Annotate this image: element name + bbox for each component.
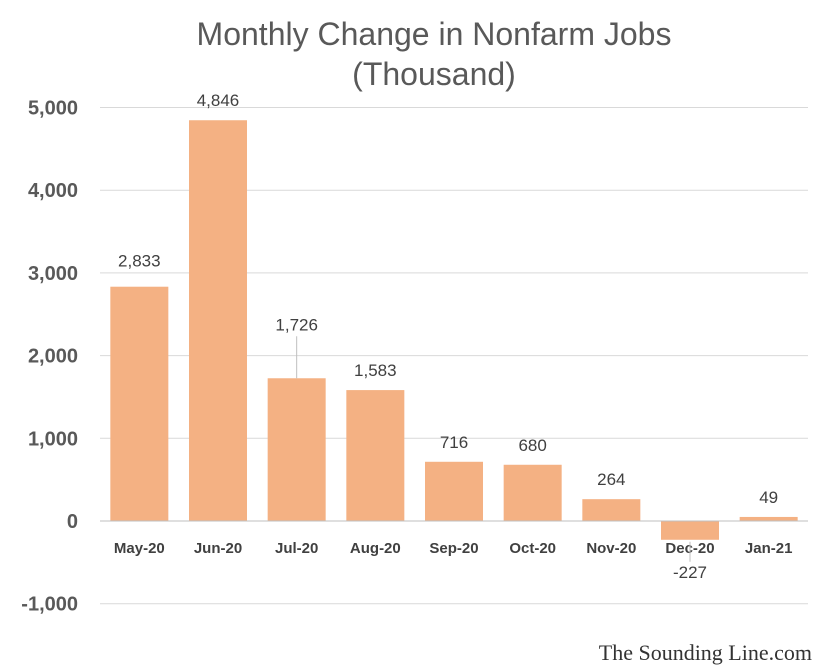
x-tick-label: Jul-20 — [275, 540, 318, 557]
data-label: 716 — [440, 433, 468, 452]
x-tick-label: Sep-20 — [429, 540, 478, 557]
bar — [425, 461, 483, 521]
x-tick-label: Aug-20 — [350, 540, 401, 557]
chart-title-main: Monthly Change in Nonfarm Jobs — [196, 16, 672, 52]
data-label: 2,833 — [118, 252, 161, 271]
y-tick-label: -1,000 — [21, 594, 78, 616]
bar — [110, 286, 169, 521]
chart-subtitle: (Thousand) — [352, 56, 516, 92]
x-tick-label: Jan-21 — [745, 540, 793, 557]
bar — [503, 464, 562, 521]
y-tick-label: 3,000 — [28, 263, 78, 285]
bar — [661, 521, 719, 540]
watermark: The Sounding Line.com — [598, 640, 812, 665]
data-label: 4,846 — [197, 91, 240, 110]
data-label: -227 — [673, 563, 707, 582]
x-tick-label: Oct-20 — [509, 540, 556, 557]
data-label: 680 — [518, 436, 546, 455]
x-tick-label: Nov-20 — [586, 540, 636, 557]
y-tick-label: 4,000 — [28, 180, 78, 202]
data-label: 264 — [597, 470, 625, 489]
x-tick-label: May-20 — [114, 540, 165, 557]
y-tick-label: 1,000 — [28, 428, 78, 450]
y-tick-label: 2,000 — [28, 346, 78, 368]
x-tick-label: Jun-20 — [194, 540, 242, 557]
bar — [582, 499, 641, 521]
data-label: 1,583 — [354, 361, 397, 380]
bar — [189, 120, 247, 521]
data-label: 49 — [759, 488, 778, 507]
y-tick-label: 0 — [67, 511, 78, 533]
bar — [267, 378, 326, 521]
data-label: 1,726 — [275, 315, 318, 334]
chart-title: Monthly Change in Nonfarm Jobs (Thousand… — [0, 14, 824, 94]
bar — [739, 516, 798, 521]
y-tick-label: 5,000 — [28, 98, 78, 120]
bar — [346, 390, 405, 521]
